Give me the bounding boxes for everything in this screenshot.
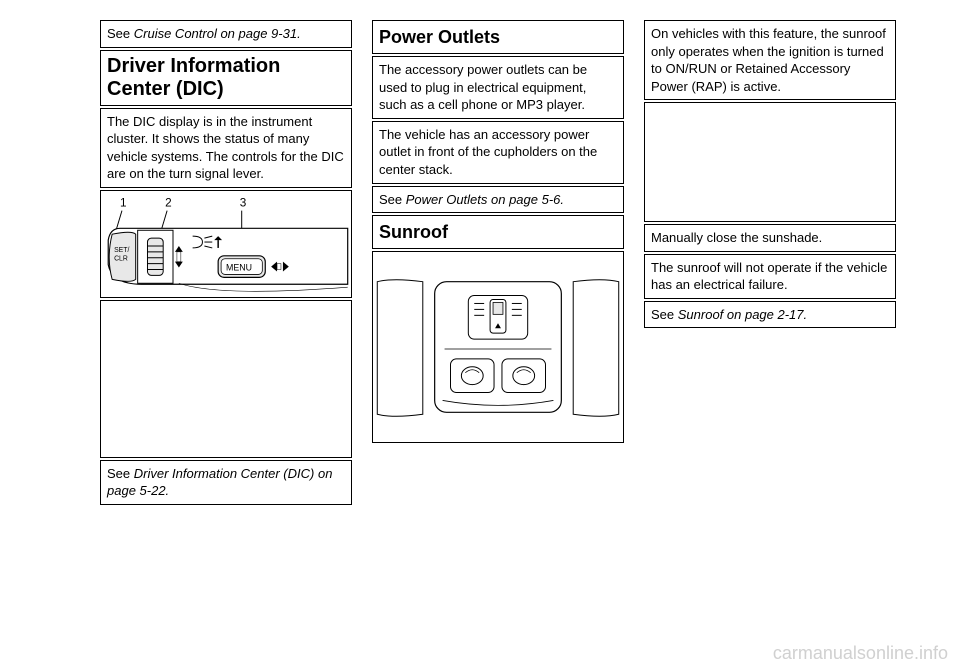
overhead-console-figure (372, 251, 624, 443)
shade-close: Manually close the sunshade. (644, 224, 896, 252)
sunroof-heading-cell: Sunroof (372, 215, 624, 249)
fig1-setclr-1: SET/ (114, 247, 129, 254)
page-container: See Cruise Control on page 9-31. Driver … (0, 0, 960, 507)
dic-heading-cell: Driver Information Center (DIC) (100, 50, 352, 106)
see-cruise-ref: See Cruise Control on page 9-31. (100, 20, 352, 48)
fig1-num3: 3 (240, 196, 247, 209)
lever-figure: 1 2 3 SET/ CLR (100, 190, 352, 298)
fig1-num2: 2 (165, 196, 172, 209)
cruise-ref-italic: Cruise Control on page 9-31. (134, 26, 301, 41)
sunroof-heading: Sunroof (379, 220, 617, 244)
col1-blank-region (100, 300, 352, 458)
see-sunroof-ref: See Sunroof on page 2-17. (644, 301, 896, 329)
power-outlets-heading: Power Outlets (379, 25, 617, 49)
column-2: Power Outlets The accessory power outlet… (372, 20, 624, 507)
col3-blank-region (644, 102, 896, 222)
dic-ref-italic: Driver Information Center (DIC) on page … (107, 466, 332, 499)
sunroof-body1: On vehicles with this feature, the sunro… (644, 20, 896, 100)
see-text-3: See (379, 192, 406, 207)
dic-body-cell: The DIC display is in the instrument clu… (100, 108, 352, 188)
see-dic-ref: See Driver Information Center (DIC) on p… (100, 460, 352, 505)
column-3: On vehicles with this feature, the sunro… (644, 20, 896, 507)
power-body1: The accessory power outlets can be used … (372, 56, 624, 119)
see-text: See (107, 26, 134, 41)
fig1-menu-label: MENU (226, 262, 252, 272)
see-text-4: See (651, 307, 678, 322)
power-heading-cell: Power Outlets (372, 20, 624, 54)
fig1-setclr-2: CLR (114, 255, 128, 262)
overhead-console-illustration (373, 252, 623, 442)
dic-heading: Driver Information Center (DIC) (107, 55, 345, 101)
watermark-text: carmanualsonline.info (773, 643, 948, 664)
sunroof-fail: The sunroof will not operate if the vehi… (644, 254, 896, 299)
fig1-num1: 1 (120, 196, 127, 209)
column-1: See Cruise Control on page 9-31. Driver … (100, 20, 352, 507)
power-body2: The vehicle has an accessory power outle… (372, 121, 624, 184)
see-text-2: See (107, 466, 134, 481)
see-power-ref: See Power Outlets on page 5-6. (372, 186, 624, 214)
lever-illustration: 1 2 3 SET/ CLR (101, 191, 351, 297)
sunroof-ref-italic: Sunroof on page 2-17. (678, 307, 807, 322)
power-ref-italic: Power Outlets on page 5-6. (406, 192, 564, 207)
